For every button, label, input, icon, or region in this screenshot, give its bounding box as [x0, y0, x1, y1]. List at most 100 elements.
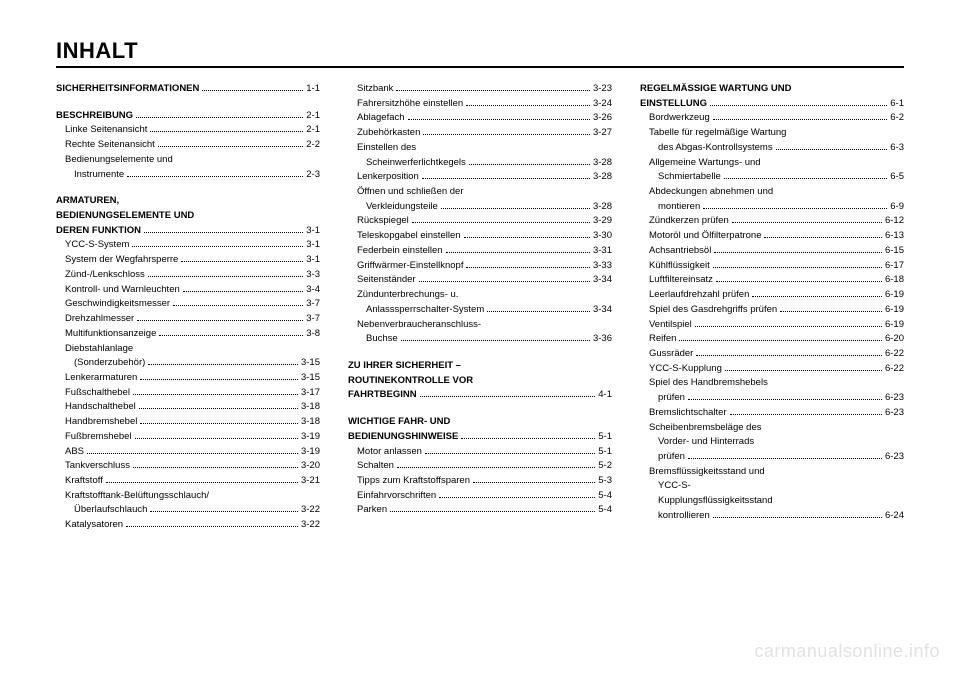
leader-dots — [422, 178, 590, 179]
toc-label: Reifen — [649, 332, 676, 347]
leader-dots — [464, 237, 590, 238]
leader-dots — [158, 146, 303, 147]
toc-entry: Tabelle für regelmäßige Wartung — [640, 126, 904, 141]
leader-dots — [461, 438, 595, 439]
toc-entry: Ventilspiel6-19 — [640, 318, 904, 333]
leader-dots — [87, 453, 298, 454]
toc-entry: Kupplungsflüssigkeitsstand — [640, 494, 904, 509]
toc-entry: WICHTIGE FAHR- UND — [348, 415, 612, 430]
toc-entry: REGELMÄSSIGE WARTUNG UND — [640, 82, 904, 97]
leader-dots — [469, 164, 590, 165]
leader-dots — [713, 119, 888, 120]
toc-entry: Sitzbank 3-23 — [348, 82, 612, 97]
toc-label: YCC-S-System — [65, 238, 129, 253]
toc-entry: Linke Seitenansicht2-1 — [56, 123, 320, 138]
toc-label: Tipps zum Kraftstoffsparen — [357, 474, 470, 489]
leader-dots — [412, 222, 590, 223]
toc-entry: Allgemeine Wartungs- und — [640, 156, 904, 171]
toc-entry: Lenkerposition3-28 — [348, 170, 612, 185]
toc-entry: Rechte Seitenansicht2-2 — [56, 138, 320, 153]
toc-page: 3-7 — [306, 312, 320, 327]
toc-entry: SICHERHEITSINFORMATIONEN1-1 — [56, 82, 320, 97]
toc-page: 3-1 — [306, 253, 320, 268]
toc-entry: Bremslichtschalter6-23 — [640, 406, 904, 421]
page-title: INHALT — [56, 38, 904, 64]
toc-entry: Motor anlassen5-1 — [348, 445, 612, 460]
toc-label: Seitenständer — [357, 273, 416, 288]
toc-entry: Zündunterbrechungs- u. — [348, 288, 612, 303]
toc-label: System der Wegfahrsperre — [65, 253, 178, 268]
leader-dots — [696, 355, 882, 356]
leader-dots — [732, 222, 882, 223]
toc-page: 3-17 — [301, 386, 320, 401]
leader-dots — [419, 281, 590, 282]
watermark: carmanualsonline.info — [754, 641, 940, 662]
toc-page: 3-19 — [301, 430, 320, 445]
toc-page: 3-33 — [593, 259, 612, 274]
toc-entry: Kraftstofftank-Belüftungsschlauch/ — [56, 489, 320, 504]
toc-label: ROUTINEKONTROLLE VOR — [348, 374, 473, 389]
leader-dots — [730, 414, 882, 415]
toc-entry: BEDIENUNGSELEMENTE UND — [56, 209, 320, 224]
toc-label: Tabelle für regelmäßige Wartung — [649, 126, 786, 141]
toc-label: kontrollieren — [658, 509, 710, 524]
toc-label: Lenkerposition — [357, 170, 419, 185]
toc-label: Überlaufschlauch — [74, 503, 147, 518]
toc-entry: Spiel des Gasdrehgriffs prüfen6-19 — [640, 303, 904, 318]
leader-dots — [106, 482, 298, 483]
toc-page: 3-24 — [593, 97, 612, 112]
spacer — [348, 347, 612, 359]
toc-page: 6-17 — [885, 259, 904, 274]
toc-page: 6-20 — [885, 332, 904, 347]
toc-label: des Abgas-Kontrollsystems — [658, 141, 773, 156]
toc-label: Buchse — [366, 332, 398, 347]
toc-label: Bremsflüssigkeitsstand und — [649, 465, 765, 480]
leader-dots — [688, 458, 882, 459]
toc-label: Verkleidungsteile — [366, 200, 438, 215]
toc-label: Linke Seitenansicht — [65, 123, 147, 138]
leader-dots — [148, 364, 298, 365]
toc-label: FAHRTBEGINN — [348, 388, 417, 403]
toc-label: Parken — [357, 503, 387, 518]
toc-page: 6-15 — [885, 244, 904, 259]
leader-dots — [425, 453, 595, 454]
toc-entry: Anlasssperrschalter-System3-34 — [348, 303, 612, 318]
leader-dots — [396, 90, 590, 91]
toc-entry: Zünd-/Lenkschloss3-3 — [56, 268, 320, 283]
toc-page: 3-31 — [593, 244, 612, 259]
toc-entry: BEDIENUNGSHINWEISE5-1 — [348, 430, 612, 445]
toc-entry: Multifunktionsanzeige3-8 — [56, 327, 320, 342]
toc-entry: Tankverschluss3-20 — [56, 459, 320, 474]
toc-page: 3-30 — [593, 229, 612, 244]
toc-label: prüfen — [658, 391, 685, 406]
toc-entry: kontrollieren 6-24 — [640, 509, 904, 524]
toc-entry: Scheinwerferlichtkegels3-28 — [348, 156, 612, 171]
toc-page: 3-36 — [593, 332, 612, 347]
toc-entry: Kontroll- und Warnleuchten3-4 — [56, 283, 320, 298]
spacer — [348, 403, 612, 415]
toc-entry: Einstellen des — [348, 141, 612, 156]
leader-dots — [135, 438, 298, 439]
toc-label: REGELMÄSSIGE WARTUNG UND — [640, 82, 791, 97]
toc-entry: Zubehörkasten3-27 — [348, 126, 612, 141]
leader-dots — [401, 340, 590, 341]
toc-label: Sitzbank — [357, 82, 393, 97]
toc-entry: Geschwindigkeitsmesser3-7 — [56, 297, 320, 312]
toc-entry: System der Wegfahrsperre 3-1 — [56, 253, 320, 268]
toc-entry: Handschalthebel3-18 — [56, 400, 320, 415]
leader-dots — [703, 208, 887, 209]
toc-page: 1-1 — [306, 82, 320, 97]
toc-label: ZU IHRER SICHERHEIT – — [348, 359, 461, 374]
toc-label: Bremslichtschalter — [649, 406, 727, 421]
toc-page: 3-15 — [301, 371, 320, 386]
toc-page: 3-23 — [593, 82, 612, 97]
toc-entry: ABS3-19 — [56, 445, 320, 460]
toc-entry: Buchse 3-36 — [348, 332, 612, 347]
leader-dots — [679, 340, 882, 341]
leader-dots — [423, 134, 590, 135]
toc-label: DEREN FUNKTION — [56, 224, 141, 239]
toc-page: 6-24 — [885, 509, 904, 524]
toc-entry: montieren6-9 — [640, 200, 904, 215]
toc-entry: Öffnen und schließen der — [348, 185, 612, 200]
toc-label: BEDIENUNGSHINWEISE — [348, 430, 458, 445]
